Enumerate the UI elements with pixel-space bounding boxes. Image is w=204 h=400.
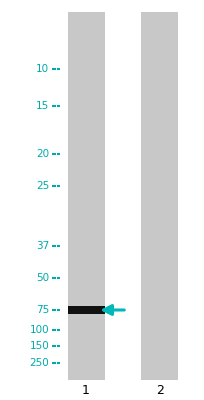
Text: 37: 37	[36, 241, 49, 251]
Text: 15: 15	[36, 101, 49, 111]
Bar	[67, 306, 104, 314]
Text: 10: 10	[36, 64, 49, 74]
Text: 1: 1	[82, 384, 90, 396]
Text: 150: 150	[29, 341, 49, 351]
Text: 20: 20	[36, 149, 49, 159]
Text: 50: 50	[36, 273, 49, 283]
Text: 250: 250	[29, 358, 49, 368]
Bar	[67, 12, 104, 380]
Text: 25: 25	[36, 181, 49, 191]
Text: 100: 100	[29, 325, 49, 335]
Bar	[141, 12, 177, 380]
Text: 75: 75	[36, 305, 49, 315]
Text: 2: 2	[155, 384, 163, 396]
